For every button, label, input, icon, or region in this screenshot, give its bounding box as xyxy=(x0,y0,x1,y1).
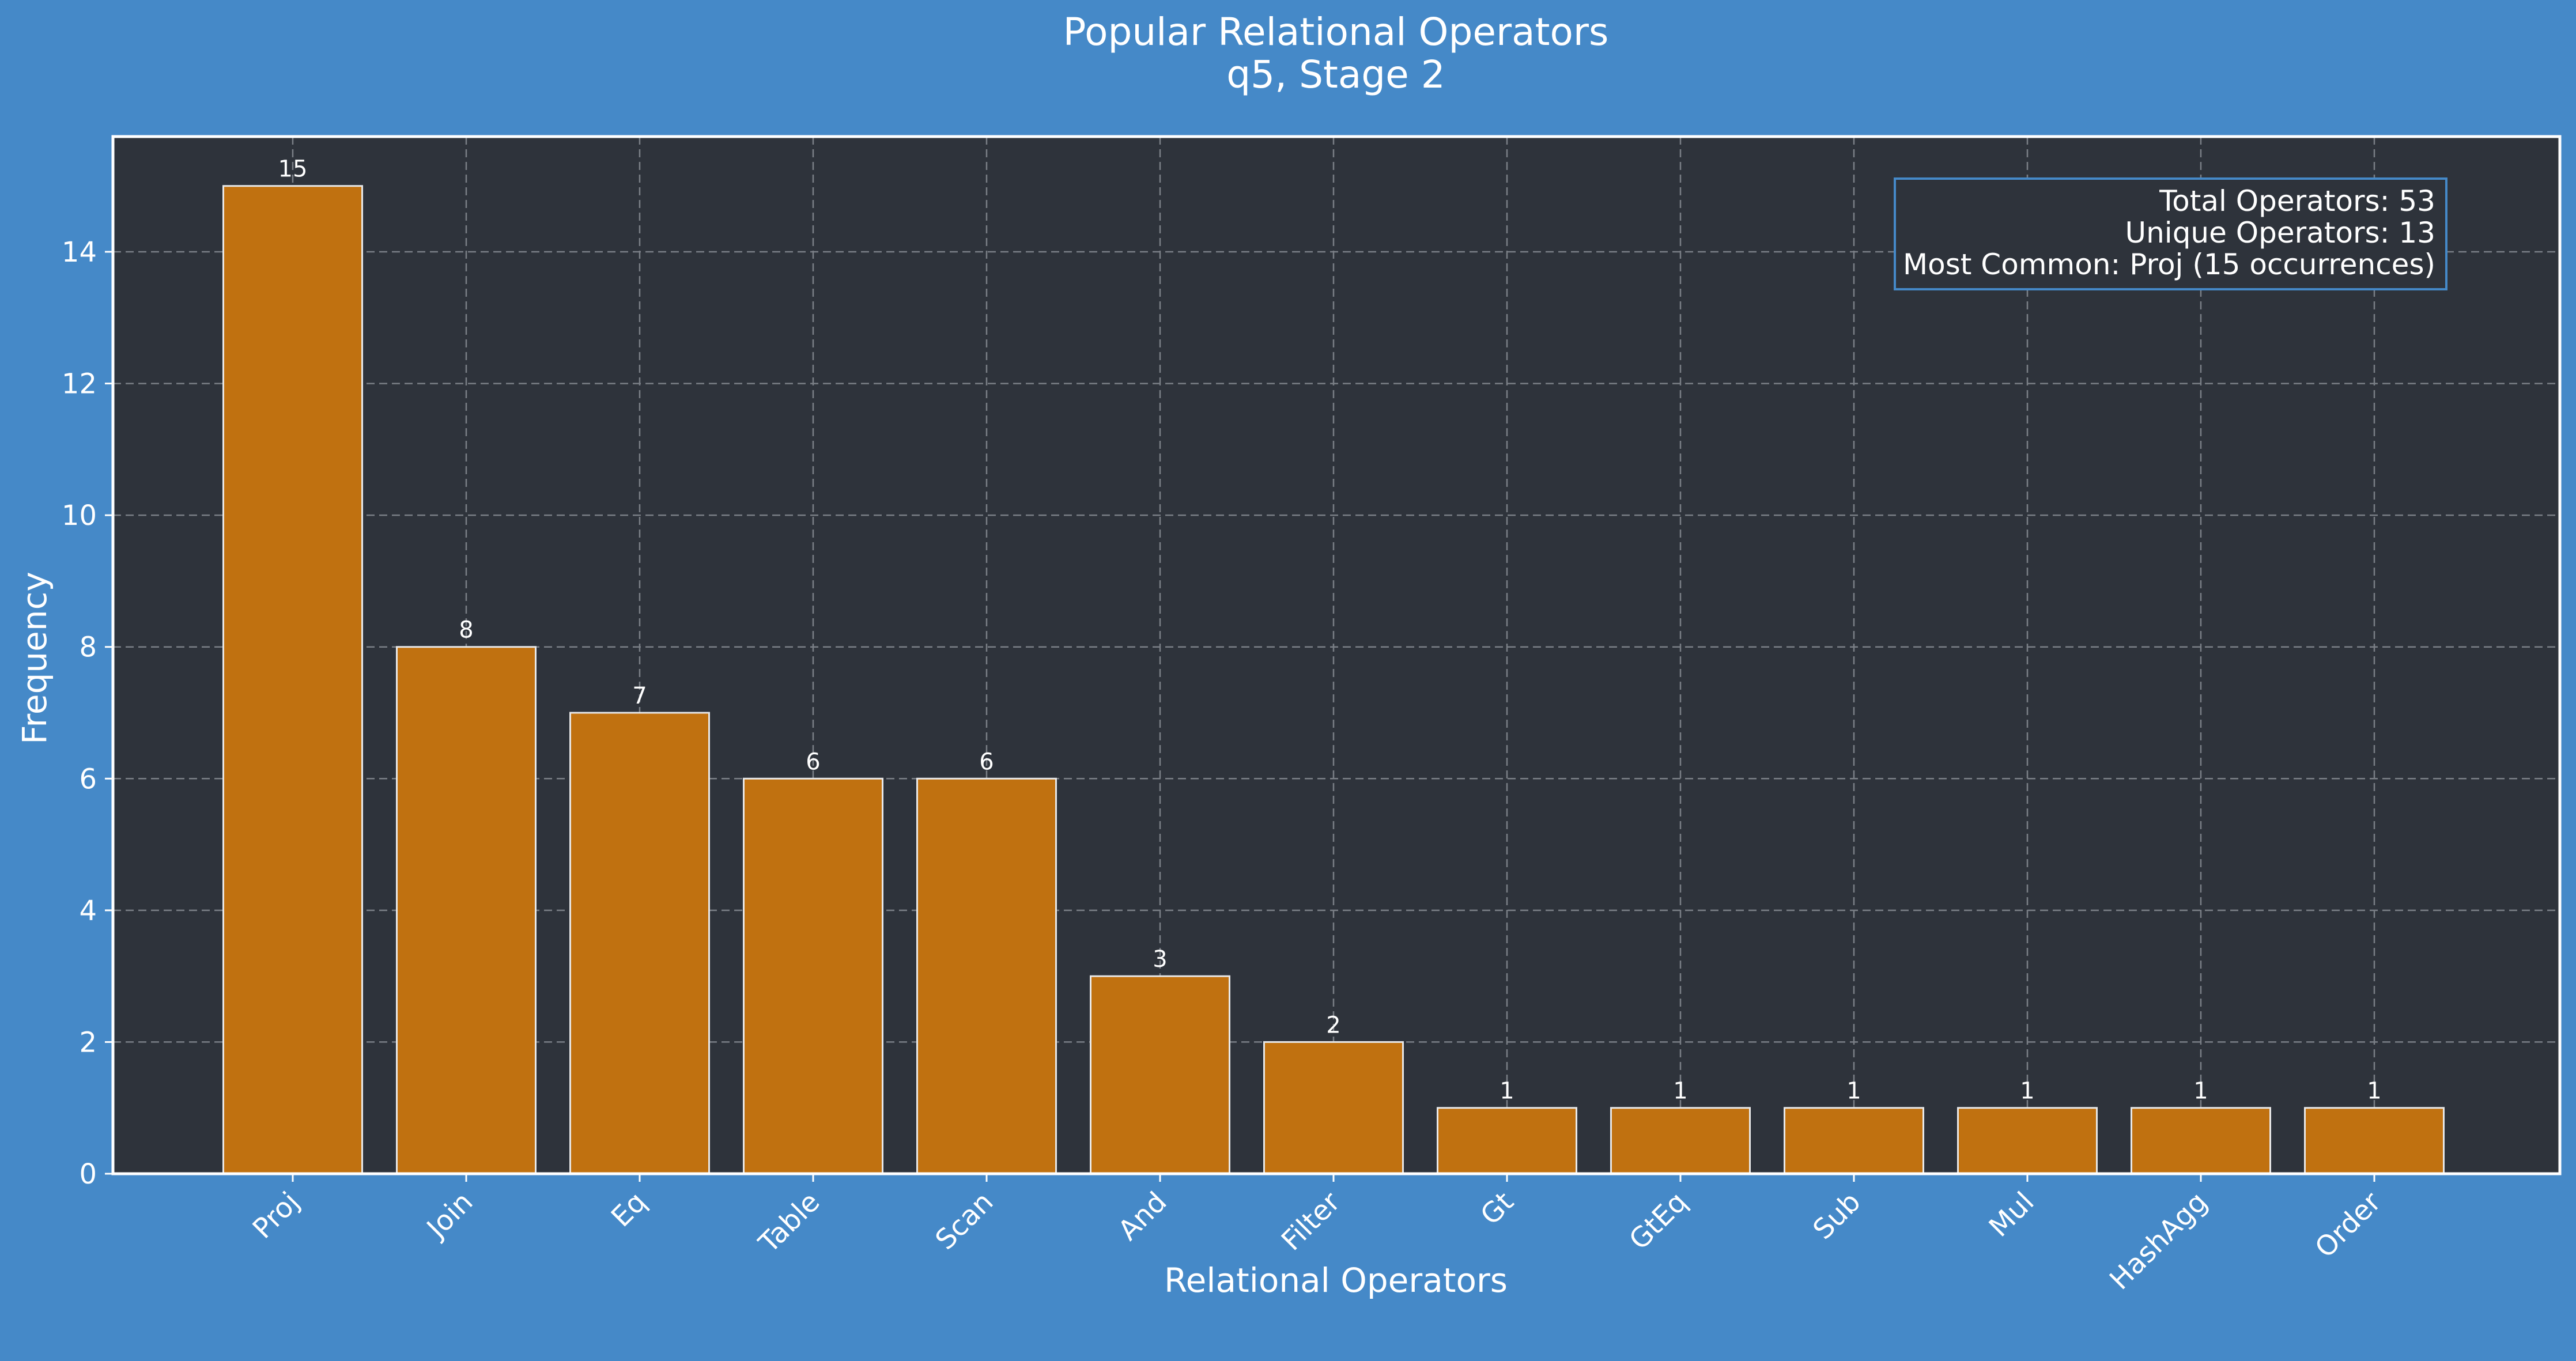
y-tick-label-1: 2 xyxy=(79,1026,97,1058)
bar-order xyxy=(2304,1107,2445,1175)
x-tick-label-hashagg: HashAgg xyxy=(2103,1186,2214,1296)
y-tick-label-3: 6 xyxy=(79,763,97,795)
chart-subtitle: q5, Stage 2 xyxy=(1226,52,1445,97)
x-tick-label-mul: Mul xyxy=(1983,1186,2041,1243)
x-tick-label-proj: Proj xyxy=(247,1186,306,1245)
data-label-gt: 1 xyxy=(1499,1078,1514,1105)
y-tick-label-2: 4 xyxy=(79,895,97,927)
y-axis-ticks: 0 2 4 6 8 10 12 14 xyxy=(62,236,113,1190)
data-label-filter: 2 xyxy=(1326,1012,1340,1038)
x-tick-label-table: Table xyxy=(752,1186,826,1260)
x-tick-label-order: Order xyxy=(2309,1186,2387,1264)
bar-and xyxy=(1090,975,1230,1175)
data-labels: 15 8 7 6 6 3 2 1 1 1 1 1 1 xyxy=(278,156,2382,1105)
bar-filter xyxy=(1263,1041,1404,1175)
bar-gteq xyxy=(1610,1107,1751,1175)
x-tick-label-eq: Eq xyxy=(605,1186,653,1234)
y-tick-label-5: 10 xyxy=(62,500,97,532)
y-tick-label-4: 8 xyxy=(79,632,97,664)
data-label-gteq: 1 xyxy=(1673,1078,1687,1105)
data-label-mul: 1 xyxy=(2020,1078,2034,1105)
bars xyxy=(222,185,2445,1175)
x-tick-label-scan: Scan xyxy=(929,1186,999,1256)
bar-sub xyxy=(1784,1107,1924,1175)
x-tick-label-and: And xyxy=(1112,1186,1173,1247)
x-tick-label-gteq: GtEq xyxy=(1623,1186,1693,1256)
y-tick-label-6: 12 xyxy=(62,368,97,400)
stats-box: Total Operators: 53 Unique Operators: 13… xyxy=(1894,177,2447,290)
chart-title: Popular Relational Operators xyxy=(1063,10,1609,54)
bar-mul xyxy=(1957,1107,2098,1175)
bar-hashagg xyxy=(2131,1107,2271,1175)
data-label-table: 6 xyxy=(806,748,820,775)
data-label-hashagg: 1 xyxy=(2193,1078,2208,1105)
data-label-sub: 1 xyxy=(1846,1078,1861,1105)
data-label-proj: 15 xyxy=(278,156,308,183)
bar-eq xyxy=(569,712,710,1175)
stats-most-common: Most Common: Proj (15 occurrences) xyxy=(1903,248,2435,281)
x-tick-label-sub: Sub xyxy=(1807,1186,1867,1246)
stats-box-border xyxy=(1894,177,2447,290)
bar-scan xyxy=(916,777,1057,1175)
stats-total-operators: Total Operators: 53 xyxy=(2159,184,2435,218)
data-label-join: 8 xyxy=(459,617,473,644)
data-label-scan: 6 xyxy=(979,748,994,775)
stats-unique-operators: Unique Operators: 13 xyxy=(2125,216,2435,249)
y-tick-label-0: 0 xyxy=(79,1158,97,1190)
y-tick-label-7: 14 xyxy=(62,236,97,269)
data-label-order: 1 xyxy=(2367,1078,2381,1105)
x-axis-label: Relational Operators xyxy=(1164,1261,1508,1300)
bar-gt xyxy=(1437,1107,1577,1175)
data-label-eq: 7 xyxy=(632,683,647,709)
plot-frame xyxy=(111,135,2562,1175)
bar-table xyxy=(743,777,883,1175)
bar-proj xyxy=(222,185,363,1175)
x-tick-label-gt: Gt xyxy=(1474,1186,1520,1231)
y-axis-label: Frequency xyxy=(15,572,54,744)
x-tick-label-filter: Filter xyxy=(1275,1186,1347,1257)
x-tick-label-join: Join xyxy=(420,1186,479,1245)
bar-join xyxy=(396,646,537,1175)
data-label-and: 3 xyxy=(1153,946,1167,973)
